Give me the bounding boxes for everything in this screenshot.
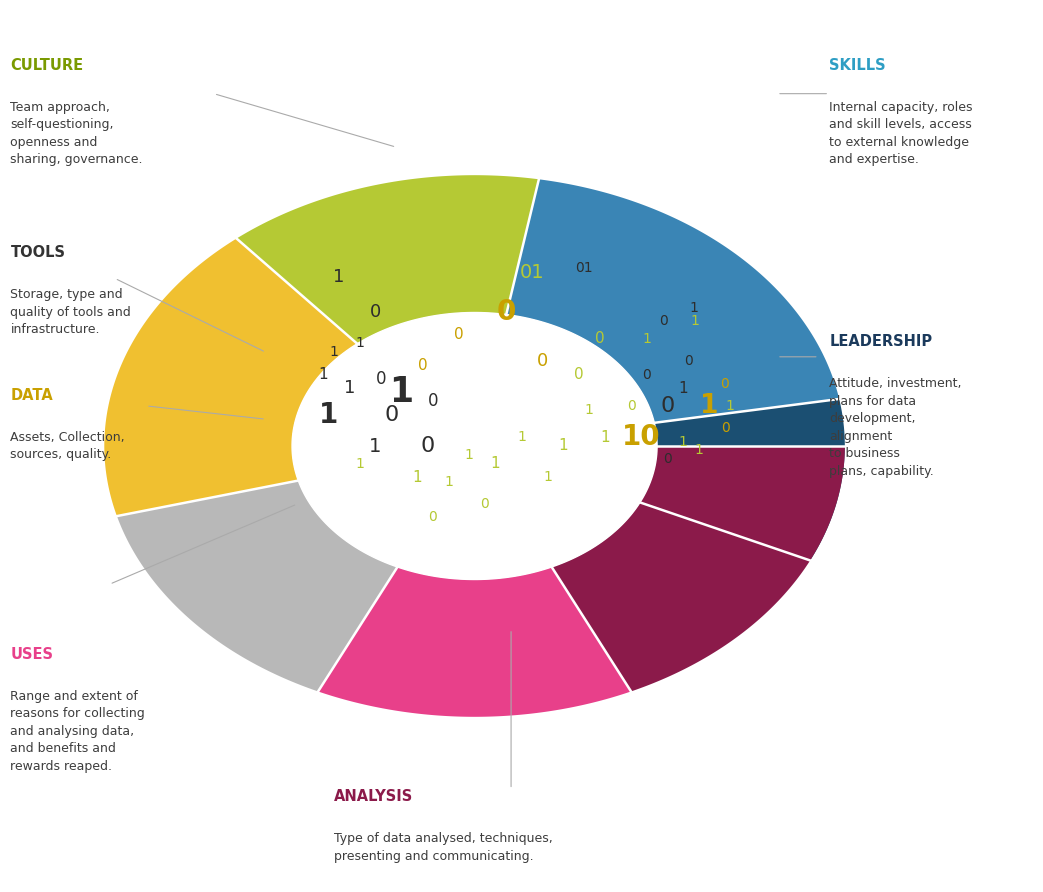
Polygon shape xyxy=(318,567,631,717)
Text: 0: 0 xyxy=(537,352,548,370)
Text: 1: 1 xyxy=(356,457,364,471)
Text: 0: 0 xyxy=(659,314,668,328)
Text: 1: 1 xyxy=(690,314,699,328)
Text: 0: 0 xyxy=(627,399,635,413)
Text: 1: 1 xyxy=(319,401,338,429)
Text: 0: 0 xyxy=(454,327,464,342)
Text: 0: 0 xyxy=(481,497,489,511)
Text: 1: 1 xyxy=(412,470,422,484)
Text: Attitude, investment,
plans for data
development,
alignment
to business
plans, c: Attitude, investment, plans for data dev… xyxy=(829,377,962,478)
Text: Storage, type and
quality of tools and
infrastructure.: Storage, type and quality of tools and i… xyxy=(10,288,131,336)
Text: Team approach,
self-questioning,
openness and
sharing, governance.: Team approach, self-questioning, opennes… xyxy=(10,101,143,166)
Text: 0: 0 xyxy=(420,436,435,456)
Text: 1: 1 xyxy=(318,368,329,382)
Text: 0: 0 xyxy=(721,376,729,391)
Text: 1: 1 xyxy=(695,443,703,458)
Text: 1: 1 xyxy=(517,430,526,444)
Text: 1: 1 xyxy=(543,470,552,484)
Text: 1: 1 xyxy=(356,336,364,351)
Text: 1: 1 xyxy=(585,403,593,417)
Text: Assets, Collection,
sources, quality.: Assets, Collection, sources, quality. xyxy=(10,431,125,461)
Text: DATA: DATA xyxy=(10,388,53,403)
Text: 10: 10 xyxy=(622,423,661,451)
Text: 0: 0 xyxy=(595,332,605,346)
Text: 0: 0 xyxy=(496,298,515,326)
Text: 1: 1 xyxy=(726,399,734,413)
Text: 1: 1 xyxy=(490,457,501,471)
Text: 1: 1 xyxy=(369,436,382,456)
Text: 0: 0 xyxy=(429,510,437,524)
Polygon shape xyxy=(117,481,397,691)
Text: 0: 0 xyxy=(660,396,675,416)
Text: 1: 1 xyxy=(678,381,688,395)
Text: 0: 0 xyxy=(375,370,386,388)
Text: 1: 1 xyxy=(679,434,687,449)
Polygon shape xyxy=(292,312,657,580)
Polygon shape xyxy=(506,179,840,423)
Text: Type of data analysed, techniques,
presenting and communicating.: Type of data analysed, techniques, prese… xyxy=(334,832,553,863)
Text: CULTURE: CULTURE xyxy=(10,58,83,73)
Text: 0: 0 xyxy=(417,359,428,373)
Text: ANALYSIS: ANALYSIS xyxy=(334,789,413,805)
Text: 1: 1 xyxy=(344,379,355,397)
Polygon shape xyxy=(237,175,539,343)
Text: 1: 1 xyxy=(558,439,568,453)
Text: USES: USES xyxy=(10,647,53,662)
Text: 0: 0 xyxy=(722,421,730,435)
Text: 1: 1 xyxy=(334,268,344,285)
Text: Range and extent of
reasons for collecting
and analysing data,
and benefits and
: Range and extent of reasons for collecti… xyxy=(10,690,145,772)
Text: Internal capacity, roles
and skill levels, access
to external knowledge
and expe: Internal capacity, roles and skill level… xyxy=(829,101,973,166)
Text: 1: 1 xyxy=(700,392,719,419)
Text: 1: 1 xyxy=(689,301,698,315)
Text: 1: 1 xyxy=(642,332,651,346)
Text: 1: 1 xyxy=(444,475,453,489)
Text: 1: 1 xyxy=(330,345,338,359)
Text: 0: 0 xyxy=(384,405,398,425)
Text: 0: 0 xyxy=(642,368,651,382)
Text: TOOLS: TOOLS xyxy=(10,245,66,260)
Polygon shape xyxy=(552,446,845,691)
Text: 0: 0 xyxy=(663,452,672,467)
Text: 01: 01 xyxy=(576,260,592,275)
Text: 01: 01 xyxy=(519,262,544,282)
Text: 0: 0 xyxy=(574,368,584,382)
Text: 0: 0 xyxy=(684,354,693,368)
Text: 0: 0 xyxy=(428,392,438,410)
Polygon shape xyxy=(104,238,358,516)
Text: 1: 1 xyxy=(389,376,414,409)
Text: 1: 1 xyxy=(465,448,474,462)
Text: 0: 0 xyxy=(370,303,381,321)
Polygon shape xyxy=(640,399,845,560)
Text: 1: 1 xyxy=(600,430,610,444)
Text: SKILLS: SKILLS xyxy=(829,58,886,73)
Text: LEADERSHIP: LEADERSHIP xyxy=(829,334,932,350)
